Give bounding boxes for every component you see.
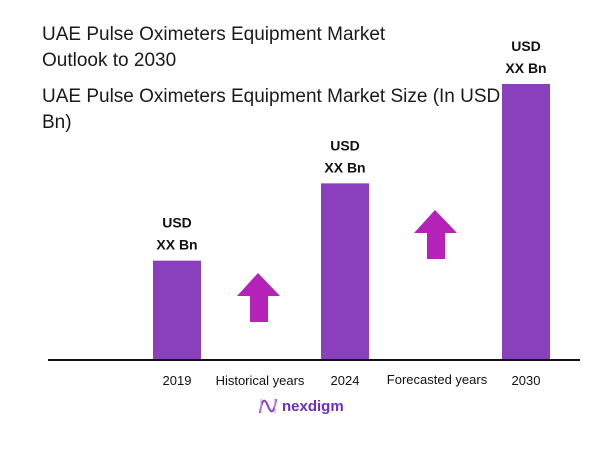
brand-name: nexdigm (282, 397, 344, 415)
x-tick-label: 2019 (163, 373, 192, 388)
bar-2024 (321, 183, 369, 360)
chart-subtitle: UAE Pulse Oximeters Equipment Market Siz… (42, 86, 501, 133)
up-arrow-icon (414, 210, 457, 259)
bar-2019 (153, 260, 201, 360)
data-label-usd: USD (330, 137, 360, 153)
x-tick-label: 2024 (331, 373, 360, 388)
chart-title: UAE Pulse Oximeters Equipment Market Out… (42, 24, 386, 71)
x-tick-label: 2030 (512, 373, 541, 388)
nexdigm-logo-icon (259, 398, 277, 414)
data-label-value: XX Bn (324, 159, 365, 175)
data-label-value: XX Bn (505, 60, 546, 76)
period-label-historical: Historical years (216, 373, 305, 388)
data-label-usd: USD (162, 215, 192, 231)
bar-2030 (502, 84, 550, 360)
nexdigm-logo: nexdigm (258, 396, 344, 416)
data-label-value: XX Bn (156, 237, 197, 253)
period-label-forecasted: Forecasted years (387, 372, 488, 387)
data-label-usd: USD (511, 38, 541, 54)
up-arrow-icon (237, 273, 280, 322)
